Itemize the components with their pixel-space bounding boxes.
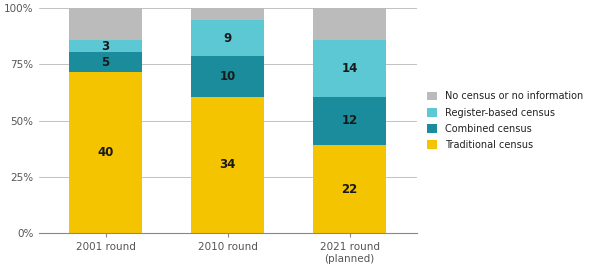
Text: 14: 14 bbox=[342, 62, 358, 75]
Text: 34: 34 bbox=[219, 158, 236, 172]
Bar bbox=[69, 72, 142, 233]
Bar bbox=[69, 40, 142, 52]
Bar bbox=[191, 56, 264, 96]
Text: 12: 12 bbox=[342, 114, 358, 127]
Text: 22: 22 bbox=[342, 183, 358, 195]
Bar bbox=[313, 40, 386, 96]
Bar bbox=[191, 96, 264, 233]
Bar bbox=[191, 20, 264, 56]
Bar bbox=[69, 52, 142, 72]
Bar bbox=[191, 8, 264, 20]
Bar bbox=[69, 8, 142, 40]
Text: 10: 10 bbox=[219, 70, 236, 83]
Legend: No census or no information, Register-based census, Combined census, Traditional: No census or no information, Register-ba… bbox=[425, 89, 585, 152]
Text: 9: 9 bbox=[224, 32, 232, 45]
Text: 5: 5 bbox=[101, 56, 110, 69]
Text: 3: 3 bbox=[101, 40, 110, 53]
Text: 40: 40 bbox=[97, 146, 114, 159]
Bar bbox=[313, 96, 386, 145]
Bar bbox=[313, 145, 386, 233]
Bar bbox=[313, 8, 386, 40]
